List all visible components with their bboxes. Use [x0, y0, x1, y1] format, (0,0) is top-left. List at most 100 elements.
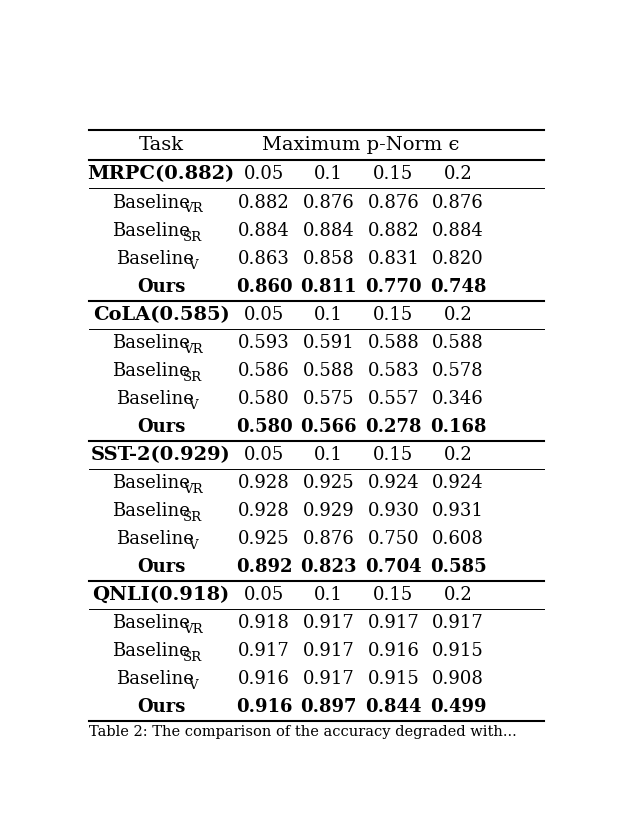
Text: Baseline: Baseline [112, 642, 190, 660]
Text: 0.566: 0.566 [300, 418, 357, 436]
Text: 0.1: 0.1 [315, 586, 343, 604]
Text: 0.823: 0.823 [300, 558, 357, 576]
Text: 0.882: 0.882 [238, 194, 290, 211]
Text: 0.05: 0.05 [244, 165, 284, 184]
Text: 0.2: 0.2 [444, 165, 472, 184]
Text: QNLI(0.918): QNLI(0.918) [93, 586, 230, 604]
Text: 0.884: 0.884 [238, 221, 290, 240]
Text: 0.924: 0.924 [368, 474, 419, 492]
Text: 0.918: 0.918 [238, 614, 290, 632]
Text: 0.750: 0.750 [368, 530, 419, 548]
Text: 0.591: 0.591 [303, 334, 355, 352]
Text: V: V [188, 259, 198, 272]
Text: V: V [188, 679, 198, 692]
Text: 0.2: 0.2 [444, 306, 472, 323]
Text: 0.580: 0.580 [235, 418, 292, 436]
Text: 0.05: 0.05 [244, 586, 284, 604]
Text: 0.876: 0.876 [303, 194, 355, 211]
Text: Baseline: Baseline [116, 390, 194, 408]
Text: 0.588: 0.588 [432, 334, 484, 352]
Text: Baseline: Baseline [112, 474, 190, 492]
Text: 0.2: 0.2 [444, 586, 472, 604]
Text: 0.346: 0.346 [432, 390, 484, 408]
Text: 0.1: 0.1 [315, 306, 343, 323]
Text: CoLA(0.585): CoLA(0.585) [93, 306, 229, 323]
Text: 0.860: 0.860 [235, 277, 292, 296]
Text: 0.583: 0.583 [368, 362, 419, 380]
Text: Task: Task [138, 136, 184, 154]
Text: 0.15: 0.15 [373, 165, 413, 184]
Text: 0.915: 0.915 [368, 670, 419, 688]
Text: Baseline: Baseline [116, 530, 194, 548]
Text: 0.15: 0.15 [373, 446, 413, 464]
Text: Baseline: Baseline [112, 221, 190, 240]
Text: 0.586: 0.586 [238, 362, 290, 380]
Text: SR: SR [183, 230, 202, 244]
Text: 0.05: 0.05 [244, 446, 284, 464]
Text: 0.704: 0.704 [365, 558, 421, 576]
Text: 0.917: 0.917 [303, 614, 355, 632]
Text: 0.876: 0.876 [432, 194, 484, 211]
Text: 0.1: 0.1 [315, 165, 343, 184]
Text: VR: VR [183, 343, 203, 355]
Text: 0.2: 0.2 [444, 446, 472, 464]
Text: SR: SR [183, 651, 202, 665]
Text: 0.575: 0.575 [303, 390, 355, 408]
Text: 0.278: 0.278 [365, 418, 421, 436]
Text: Ours: Ours [137, 418, 185, 436]
Text: Table 2: The comparison of the accuracy degraded with...: Table 2: The comparison of the accuracy … [89, 725, 517, 738]
Text: SR: SR [183, 511, 202, 524]
Text: 0.930: 0.930 [368, 502, 419, 520]
Text: 0.820: 0.820 [432, 250, 484, 267]
Text: Ours: Ours [137, 277, 185, 296]
Text: Ours: Ours [137, 698, 185, 716]
Text: Baseline: Baseline [116, 250, 194, 267]
Text: SST-2(0.929): SST-2(0.929) [91, 446, 231, 464]
Text: SR: SR [183, 370, 202, 384]
Text: Baseline: Baseline [112, 362, 190, 380]
Text: 0.925: 0.925 [238, 530, 290, 548]
Text: 0.892: 0.892 [236, 558, 292, 576]
Text: Baseline: Baseline [112, 194, 190, 211]
Text: 0.168: 0.168 [430, 418, 486, 436]
Text: 0.929: 0.929 [303, 502, 355, 520]
Text: 0.917: 0.917 [238, 642, 290, 660]
Text: 0.608: 0.608 [432, 530, 484, 548]
Text: 0.578: 0.578 [432, 362, 484, 380]
Text: 0.931: 0.931 [432, 502, 484, 520]
Text: 0.593: 0.593 [238, 334, 290, 352]
Text: 0.15: 0.15 [373, 586, 413, 604]
Text: 0.882: 0.882 [368, 221, 419, 240]
Text: 0.1: 0.1 [315, 446, 343, 464]
Text: 0.748: 0.748 [430, 277, 486, 296]
Text: Baseline: Baseline [112, 502, 190, 520]
Text: 0.15: 0.15 [373, 306, 413, 323]
Text: V: V [188, 399, 198, 411]
Text: 0.917: 0.917 [303, 642, 355, 660]
Text: 0.844: 0.844 [365, 698, 421, 716]
Text: 0.05: 0.05 [244, 306, 284, 323]
Text: 0.915: 0.915 [432, 642, 484, 660]
Text: 0.917: 0.917 [303, 670, 355, 688]
Text: 0.917: 0.917 [368, 614, 419, 632]
Text: 0.557: 0.557 [368, 390, 419, 408]
Text: 0.588: 0.588 [368, 334, 419, 352]
Text: 0.770: 0.770 [365, 277, 421, 296]
Text: MRPC(0.882): MRPC(0.882) [87, 165, 235, 184]
Text: 0.580: 0.580 [238, 390, 290, 408]
Text: 0.897: 0.897 [300, 698, 357, 716]
Text: 0.928: 0.928 [238, 502, 290, 520]
Text: Baseline: Baseline [112, 334, 190, 352]
Text: 0.916: 0.916 [368, 642, 419, 660]
Text: 0.884: 0.884 [432, 221, 484, 240]
Text: 0.925: 0.925 [303, 474, 355, 492]
Text: 0.831: 0.831 [368, 250, 419, 267]
Text: Baseline: Baseline [116, 670, 194, 688]
Text: 0.499: 0.499 [430, 698, 486, 716]
Text: V: V [188, 539, 198, 552]
Text: 0.876: 0.876 [303, 530, 355, 548]
Text: VR: VR [183, 623, 203, 636]
Text: 0.917: 0.917 [432, 614, 484, 632]
Text: 0.928: 0.928 [238, 474, 290, 492]
Text: 0.908: 0.908 [432, 670, 484, 688]
